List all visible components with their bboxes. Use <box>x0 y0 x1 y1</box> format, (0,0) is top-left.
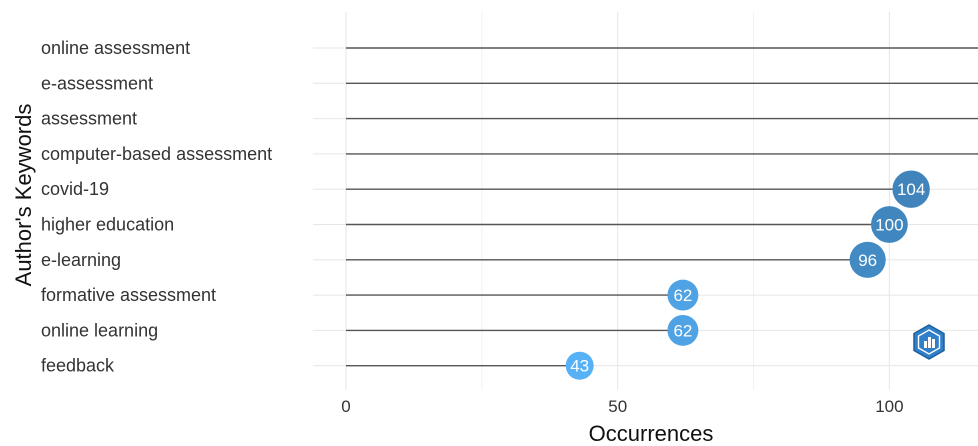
value-label: 104 <box>897 180 925 199</box>
value-label: 100 <box>875 216 903 235</box>
category-label: feedback <box>41 356 115 376</box>
category-label: higher education <box>41 215 174 235</box>
category-label: assessment <box>41 109 137 129</box>
value-label: 43 <box>570 357 589 376</box>
category-label: covid-19 <box>41 179 109 199</box>
lollipop-dot <box>892 170 930 208</box>
category-label: e-learning <box>41 250 121 270</box>
category-label: computer-based assessment <box>41 144 272 164</box>
category-label: e-assessment <box>41 73 153 93</box>
category-labels: online assessment e-assessment assessment c… <box>41 38 272 376</box>
grid <box>313 12 978 390</box>
category-label: online learning <box>41 320 158 340</box>
x-axis-title: Occurrences <box>589 421 714 446</box>
x-tick-label: 50 <box>608 397 627 416</box>
category-label: online assessment <box>41 38 190 58</box>
x-tick-labels: 050100150200 <box>341 397 903 416</box>
lollipop-dot <box>871 206 908 243</box>
x-tick-label: 0 <box>341 397 350 416</box>
dots: 22517316612510410096626243 <box>565 170 930 380</box>
value-label: 96 <box>858 251 877 270</box>
y-axis-title: Author's Keywords <box>11 104 36 287</box>
value-label: 62 <box>673 286 692 305</box>
lollipop-dot <box>667 314 699 346</box>
value-label: 62 <box>673 321 692 340</box>
stems <box>346 47 978 367</box>
category-label: formative assessment <box>41 285 216 305</box>
lollipop-dot <box>667 279 699 311</box>
lollipop-dot <box>565 351 594 380</box>
lollipop-dot <box>849 241 886 278</box>
bibliometrix-logo-icon <box>913 324 945 360</box>
x-tick-label: 100 <box>875 397 903 416</box>
